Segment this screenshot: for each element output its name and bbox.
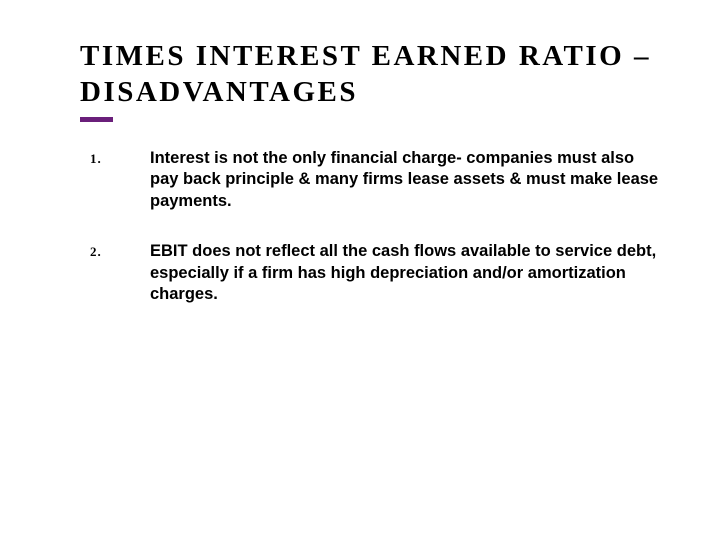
list-item: 2. EBIT does not reflect all the cash fl… <box>90 241 660 306</box>
numbered-list: 1. Interest is not the only financial ch… <box>80 148 660 307</box>
accent-bar <box>80 117 113 122</box>
list-text: Interest is not the only financial charg… <box>150 148 660 213</box>
list-item: 1. Interest is not the only financial ch… <box>90 148 660 213</box>
list-number: 1. <box>90 148 150 167</box>
slide-title: times interest earned ratio – disadvanta… <box>80 38 660 111</box>
list-number: 2. <box>90 241 150 260</box>
slide-container: times interest earned ratio – disadvanta… <box>0 0 720 540</box>
list-text: EBIT does not reflect all the cash flows… <box>150 241 660 306</box>
